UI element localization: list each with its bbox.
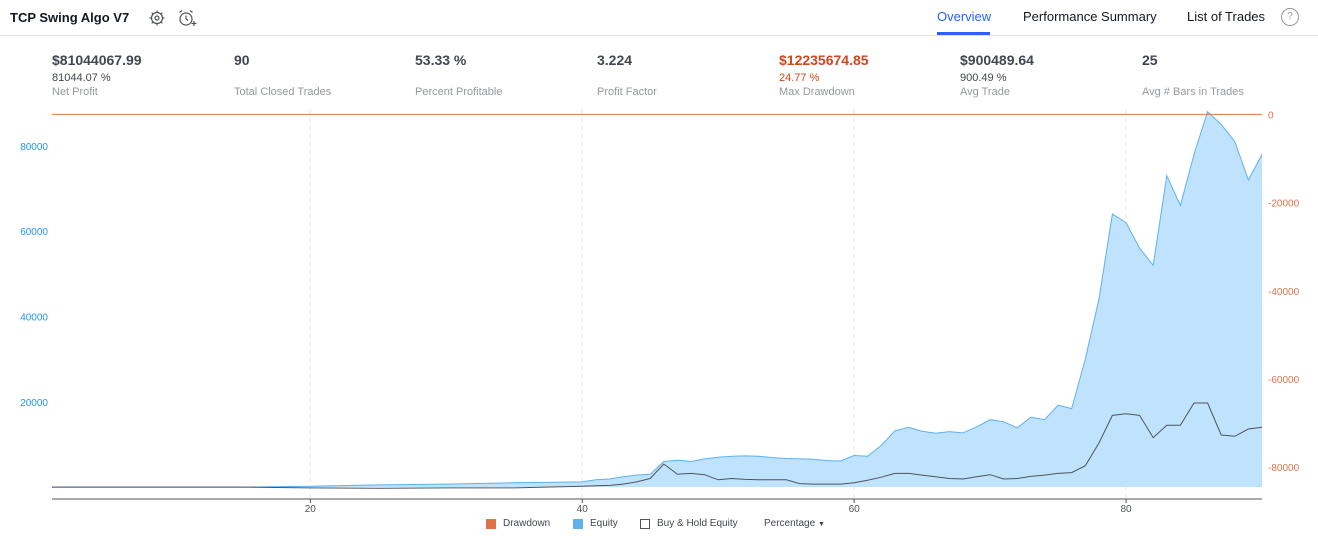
- stat-percent: 900.49 %: [960, 72, 1007, 84]
- help-icon[interactable]: ?: [1281, 8, 1299, 26]
- legend-buyhold-label[interactable]: Buy & Hold Equity: [657, 518, 738, 529]
- x-tick-label: 60: [849, 504, 861, 514]
- stat-label: Profit Factor: [597, 86, 657, 98]
- stat-percent: [597, 72, 657, 86]
- stat-avg-bars-in-trades: 25 Avg # Bars in Trades: [1142, 52, 1244, 98]
- stat-value: 25: [1142, 52, 1158, 68]
- stat-total-closed-trades: 90 Total Closed Trades: [234, 52, 331, 98]
- legend-drawdown-label[interactable]: Drawdown: [503, 518, 551, 529]
- stat-label: Net Profit: [52, 86, 98, 98]
- stat-value: 3.224: [597, 52, 633, 68]
- legend-buyhold-swatch[interactable]: [640, 519, 650, 529]
- buyhold-line: [52, 402, 1263, 489]
- tab-overview[interactable]: Overview: [937, 9, 992, 24]
- top-bar: TCP Swing Algo V7 Overview Performance S…: [0, 0, 1318, 36]
- y-left-tick-label: 80000: [20, 142, 48, 153]
- stat-label: Percent Profitable: [415, 86, 503, 98]
- equity-area: [52, 111, 1262, 488]
- stat-net-profit: $81044067.99 81044.07 % Net Profit: [52, 52, 142, 98]
- chevron-down-icon: ▼: [817, 521, 825, 528]
- stat-profit-factor: 3.224 Profit Factor: [597, 52, 657, 98]
- stat-avg-trade: $900489.64 900.49 % Avg Trade: [960, 52, 1034, 98]
- y-right-tick-label: -20000: [1268, 199, 1300, 210]
- gear-icon[interactable]: [146, 7, 168, 29]
- mode-label: Percentage: [764, 518, 816, 529]
- stat-percent: 81044.07 %: [52, 72, 111, 84]
- add-alert-icon[interactable]: [176, 7, 198, 29]
- stat-value: $900489.64: [960, 52, 1034, 68]
- stat-percent-profitable: 53.33 % Percent Profitable: [415, 52, 502, 98]
- stat-label: Max Drawdown: [779, 86, 855, 98]
- stat-max-drawdown: $12235674.85 24.77 % Max Drawdown: [779, 52, 869, 98]
- equity-line: [52, 110, 1263, 488]
- legend-equity-label[interactable]: Equity: [590, 518, 618, 529]
- active-tab-indicator: [937, 32, 990, 35]
- mode-dropdown[interactable]: Percentage ▼: [764, 518, 825, 529]
- x-tick-label: 80: [1120, 504, 1132, 514]
- stat-label: Avg # Bars in Trades: [1142, 86, 1244, 98]
- legend-equity-swatch[interactable]: [573, 519, 583, 529]
- equity-chart: 20000 40000 60000 80000 0 -20000 -40000 -60000 -…: [20, 110, 1300, 514]
- stat-value: $12235674.85: [779, 52, 869, 68]
- stat-label: Avg Trade: [960, 86, 1010, 98]
- y-left-tick-label: 60000: [20, 227, 48, 238]
- legend-drawdown-swatch[interactable]: [486, 519, 496, 529]
- stat-percent: [1142, 72, 1244, 86]
- y-left-tick-label: 20000: [20, 398, 48, 409]
- tab-list-of-trades[interactable]: List of Trades: [1187, 9, 1266, 24]
- strategy-title: TCP Swing Algo V7: [10, 10, 130, 25]
- y-right-tick-label: -80000: [1268, 463, 1300, 474]
- stat-value: 90: [234, 52, 250, 68]
- y-right-tick-label: -40000: [1268, 287, 1300, 298]
- stat-value: $81044067.99: [52, 52, 142, 68]
- y-left-tick-label: 40000: [20, 312, 48, 323]
- stat-value: 53.33 %: [415, 52, 467, 68]
- tab-performance-summary[interactable]: Performance Summary: [1023, 9, 1157, 24]
- x-tick-label: 20: [305, 504, 317, 514]
- x-tick-label: 40: [577, 504, 589, 514]
- y-right-tick-label: -60000: [1268, 375, 1300, 386]
- stat-percent: 24.77 %: [779, 72, 820, 84]
- stat-label: Total Closed Trades: [234, 86, 332, 98]
- y-right-tick-label: 0: [1268, 110, 1274, 121]
- stat-percent: [234, 72, 331, 86]
- stat-percent: [415, 72, 502, 86]
